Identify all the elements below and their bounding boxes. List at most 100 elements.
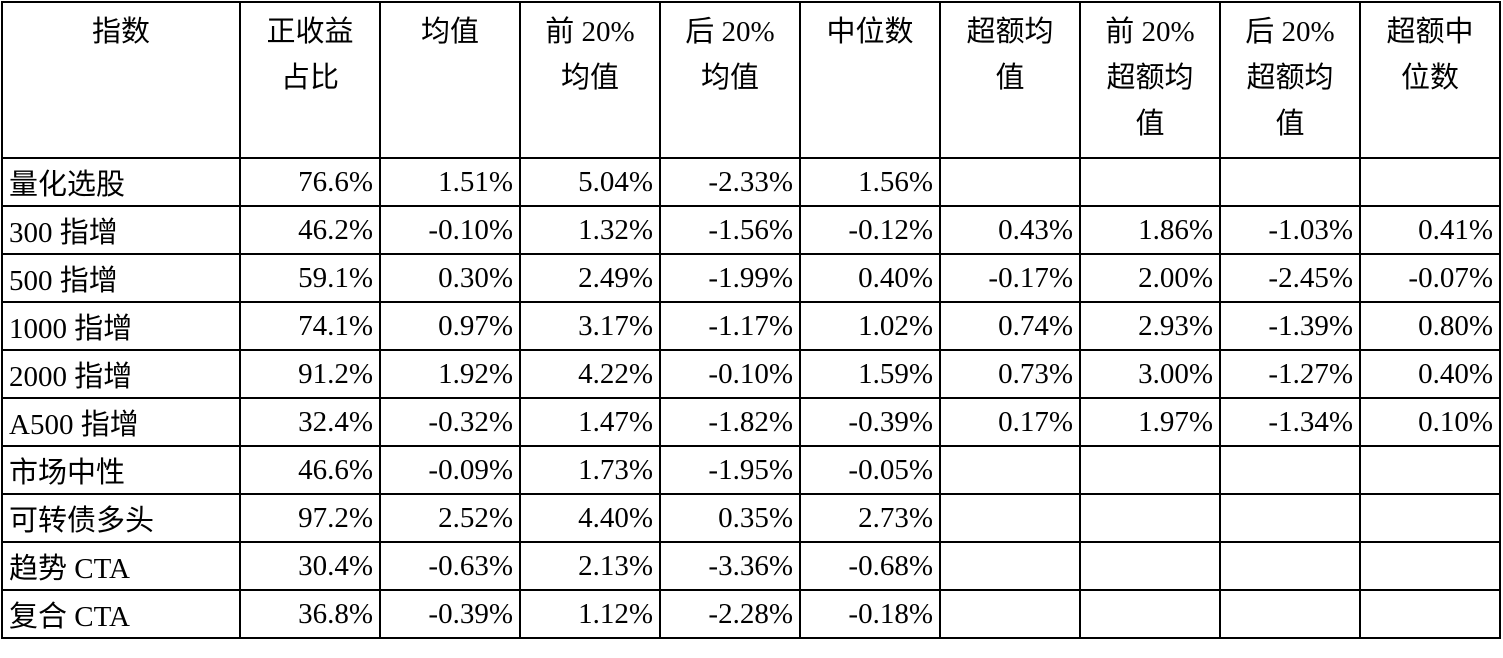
value-cell: 0.40% (799, 253, 941, 303)
empty-cell (1219, 493, 1361, 543)
empty-cell (1359, 493, 1501, 543)
header-text: 超额均 (1246, 62, 1334, 94)
value-cell: 4.40% (519, 493, 661, 543)
value-cell: 1.86% (1079, 205, 1221, 255)
empty-cell (1079, 157, 1221, 207)
value-cell: 36.8% (239, 589, 381, 639)
value-cell: -0.39% (379, 589, 521, 639)
value-cell: -0.63% (379, 541, 521, 591)
empty-cell (1359, 445, 1501, 495)
value-cell: -0.18% (799, 589, 941, 639)
header-text: 占比 (280, 62, 339, 94)
value-cell: 0.35% (659, 493, 801, 543)
header-text: 超额均 (1106, 62, 1194, 94)
header-text: 中位数 (826, 16, 914, 48)
value-cell: 3.17% (519, 301, 661, 351)
value-cell: 0.17% (939, 397, 1081, 447)
value-cell: -0.68% (799, 541, 941, 591)
empty-cell (939, 541, 1081, 591)
table-row: 1000 指增 74.1% 0.97% 3.17% -1.17% 1.02% 0.74% 2.… (1, 301, 1501, 351)
value-cell: -1.56% (659, 205, 801, 255)
header-cell: 正收益 占比 (239, 1, 381, 159)
value-cell: 0.80% (1359, 301, 1501, 351)
value-cell: 32.4% (239, 397, 381, 447)
empty-cell (1079, 445, 1221, 495)
value-cell: -2.33% (659, 157, 801, 207)
value-cell: -1.82% (659, 397, 801, 447)
row-label: 趋势 CTA (1, 541, 241, 591)
header-text: 前 20% (545, 16, 635, 48)
value-cell: -1.17% (659, 301, 801, 351)
value-cell: 74.1% (239, 301, 381, 351)
header-text: 位数 (1400, 62, 1459, 94)
value-cell: 2.52% (379, 493, 521, 543)
empty-cell (1219, 541, 1361, 591)
value-cell: 76.6% (239, 157, 381, 207)
value-cell: 1.59% (799, 349, 941, 399)
value-cell: 1.92% (379, 349, 521, 399)
value-cell: -0.17% (939, 253, 1081, 303)
value-cell: 2.13% (519, 541, 661, 591)
value-cell: -0.10% (379, 205, 521, 255)
row-label: 500 指增 (1, 253, 241, 303)
table-body: 量化选股 76.6% 1.51% 5.04% -2.33% 1.56% 300 指增 46.2… (1, 157, 1501, 639)
value-cell: 3.00% (1079, 349, 1221, 399)
table-row: 可转债多头 97.2% 2.52% 4.40% 0.35% 2.73% (1, 493, 1501, 543)
value-cell: 1.12% (519, 589, 661, 639)
header-text: 后 20% (685, 16, 775, 48)
value-cell: 46.6% (239, 445, 381, 495)
table-row: 量化选股 76.6% 1.51% 5.04% -2.33% 1.56% (1, 157, 1501, 207)
header-row: 指数 正收益 占比 均值前 20% 均值后 20% 均值 中位数 超额均值前 20% 超额均值后… (1, 1, 1501, 159)
value-cell: 46.2% (239, 205, 381, 255)
value-cell: 0.73% (939, 349, 1081, 399)
header-cell: 前 20% 均值 (519, 1, 661, 159)
value-cell: 1.56% (799, 157, 941, 207)
value-cell: 0.10% (1359, 397, 1501, 447)
header-cell: 均值 (379, 1, 521, 159)
header-text: 超额均 (966, 16, 1054, 48)
value-cell: 59.1% (239, 253, 381, 303)
value-cell: 0.97% (379, 301, 521, 351)
value-cell: 0.40% (1359, 349, 1501, 399)
empty-cell (939, 493, 1081, 543)
value-cell: 0.30% (379, 253, 521, 303)
header-cell: 中位数 (799, 1, 941, 159)
header-cell: 超额均值 (939, 1, 1081, 159)
empty-cell (1219, 589, 1361, 639)
value-cell: -2.45% (1219, 253, 1361, 303)
header-text: 前 20% (1105, 16, 1195, 48)
value-cell: -1.03% (1219, 205, 1361, 255)
value-cell: 1.32% (519, 205, 661, 255)
value-cell: -0.09% (379, 445, 521, 495)
empty-cell (1359, 589, 1501, 639)
value-cell: 1.73% (519, 445, 661, 495)
row-label: 市场中性 (1, 445, 241, 495)
empty-cell (939, 157, 1081, 207)
value-cell: -0.12% (799, 205, 941, 255)
table-row: 2000 指增 91.2% 1.92% 4.22% -0.10% 1.59% 0.73% 3.… (1, 349, 1501, 399)
empty-cell (1079, 493, 1221, 543)
header-text: 正收益 (266, 16, 354, 48)
value-cell: 91.2% (239, 349, 381, 399)
value-cell: 1.02% (799, 301, 941, 351)
value-cell: 1.97% (1079, 397, 1221, 447)
header-cell: 指数 (1, 1, 241, 159)
header-text: 值 (995, 62, 1025, 94)
row-label: 300 指增 (1, 205, 241, 255)
empty-cell (939, 445, 1081, 495)
header-text: 值 (1135, 108, 1165, 140)
value-cell: 2.49% (519, 253, 661, 303)
value-cell: 30.4% (239, 541, 381, 591)
value-cell: -2.28% (659, 589, 801, 639)
row-label: 复合 CTA (1, 589, 241, 639)
value-cell: -1.39% (1219, 301, 1361, 351)
table-row: A500 指增 32.4% -0.32% 1.47% -1.82% -0.39% 0.17%… (1, 397, 1501, 447)
value-cell: -3.36% (659, 541, 801, 591)
table-row: 500 指增 59.1% 0.30% 2.49% -1.99% 0.40% -0.17% 2.… (1, 253, 1501, 303)
value-cell: 2.73% (799, 493, 941, 543)
empty-cell (1359, 157, 1501, 207)
empty-cell (1219, 157, 1361, 207)
value-cell: -0.05% (799, 445, 941, 495)
table-row: 300 指增 46.2% -0.10% 1.32% -1.56% -0.12% 0.43% 1… (1, 205, 1501, 255)
